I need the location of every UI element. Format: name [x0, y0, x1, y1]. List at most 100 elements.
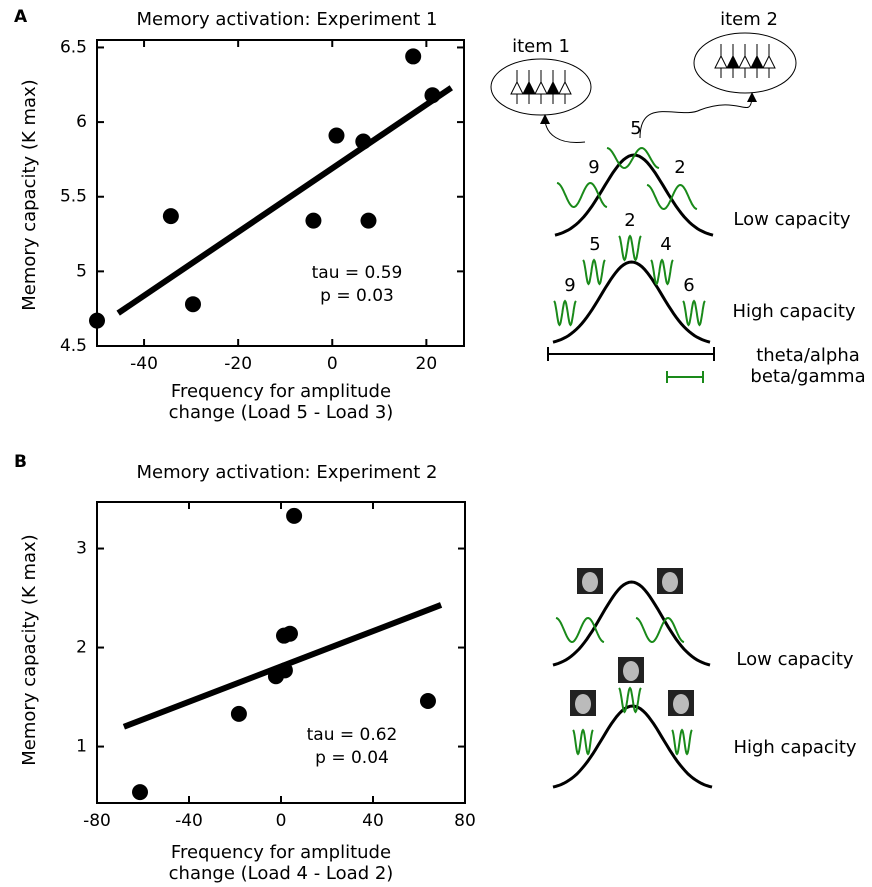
data-point: [405, 48, 422, 65]
arrow-head: [540, 114, 550, 124]
neuron: [510, 80, 524, 95]
capacity-label: Low capacity: [736, 649, 854, 670]
neuron: [546, 80, 560, 95]
neuron: [726, 54, 740, 69]
capacity-label: High capacity: [733, 737, 856, 758]
data-point: [230, 705, 247, 722]
item-number: 4: [660, 234, 671, 255]
face-image: [575, 694, 591, 714]
item-number: 5: [630, 118, 641, 139]
x-tick-label: 80: [454, 811, 476, 831]
y-tick-label: 5: [76, 261, 87, 281]
y-tick-label: 4.5: [60, 336, 87, 356]
oscillation: [671, 728, 693, 756]
x-axis-label: change (Load 4 - Load 2): [169, 863, 394, 884]
item-number: 9: [564, 275, 575, 296]
annotation: p = 0.03: [320, 286, 394, 306]
x-tick-label: -40: [175, 811, 203, 831]
item-number: 6: [683, 275, 694, 296]
annotation: tau = 0.62: [307, 725, 398, 745]
neuron: [750, 54, 764, 69]
panel-label: A: [14, 7, 28, 27]
face-image: [582, 572, 598, 592]
oscillation: [556, 181, 608, 209]
item-number: 2: [674, 157, 685, 178]
face-image: [623, 661, 639, 681]
y-tick-label: 6.5: [60, 37, 87, 57]
oscillation: [618, 234, 642, 262]
y-tick-label: 5.5: [60, 187, 87, 207]
face-image: [662, 572, 678, 592]
fit-line: [116, 85, 453, 316]
chart-title: Memory activation: Experiment 2: [136, 462, 437, 483]
item-label: item 1: [512, 36, 570, 57]
oscillation: [682, 299, 706, 327]
x-tick-label: 40: [362, 811, 384, 831]
data-point: [360, 212, 377, 229]
item-number: 5: [589, 234, 600, 255]
neuron: [558, 80, 572, 95]
face-image: [673, 694, 689, 714]
data-point: [286, 507, 303, 524]
x-axis-label: change (Load 5 - Load 3): [169, 402, 394, 423]
neuron: [738, 54, 752, 69]
y-axis-label: Memory capacity (K max): [19, 79, 40, 310]
chart-title: Memory activation: Experiment 1: [136, 9, 437, 30]
y-tick-label: 6: [76, 112, 87, 132]
oscillation: [572, 728, 594, 756]
scale-label: beta/gamma: [750, 366, 865, 387]
item-number: 2: [624, 210, 635, 231]
oscillation: [553, 299, 577, 327]
oscillation: [618, 686, 642, 714]
arrow: [639, 97, 753, 139]
activation-curve: [552, 580, 711, 667]
x-axis-label: Frequency for amplitude: [171, 842, 391, 863]
item-ellipse: [693, 32, 797, 94]
neuron: [714, 54, 728, 69]
x-tick-label: -20: [224, 354, 252, 374]
neuron: [534, 80, 548, 95]
item-ellipse: [490, 58, 592, 116]
data-point: [132, 784, 149, 801]
neuron: [522, 80, 536, 95]
annotation: p = 0.04: [315, 748, 389, 768]
y-axis-label: Memory capacity (K max): [19, 534, 40, 765]
arrow-head: [747, 92, 757, 102]
plot-frame: [96, 501, 466, 804]
item-label: item 2: [720, 9, 778, 30]
arrow: [544, 117, 586, 144]
activation-curve: [552, 260, 711, 344]
capacity-label: Low capacity: [733, 209, 851, 230]
x-tick-label: -40: [130, 354, 158, 374]
x-tick-label: 20: [416, 354, 438, 374]
data-point: [275, 627, 292, 644]
x-tick-label: 0: [276, 811, 287, 831]
oscillation: [582, 258, 606, 286]
data-point: [184, 296, 201, 313]
capacity-label: High capacity: [732, 301, 855, 322]
data-point: [89, 312, 105, 329]
x-axis-label: Frequency for amplitude: [171, 381, 391, 402]
panel-label: B: [14, 452, 27, 472]
oscillation: [646, 183, 698, 211]
x-tick-label: 0: [327, 354, 338, 374]
oscillation: [650, 258, 674, 286]
x-tick-label: -80: [83, 811, 111, 831]
data-point: [328, 127, 345, 144]
neuron: [762, 54, 776, 69]
data-point: [305, 212, 322, 229]
data-point: [162, 208, 179, 225]
item-number: 9: [588, 157, 599, 178]
y-tick-label: 1: [76, 737, 87, 757]
fit-line: [122, 602, 443, 730]
plot-frame: [96, 39, 465, 347]
oscillation: [606, 146, 660, 170]
annotation: tau = 0.59: [312, 263, 403, 283]
y-tick-label: 3: [76, 539, 87, 559]
oscillation: [635, 616, 685, 644]
activation-curve: [552, 704, 713, 789]
data-point: [419, 693, 436, 710]
oscillation: [555, 616, 605, 644]
